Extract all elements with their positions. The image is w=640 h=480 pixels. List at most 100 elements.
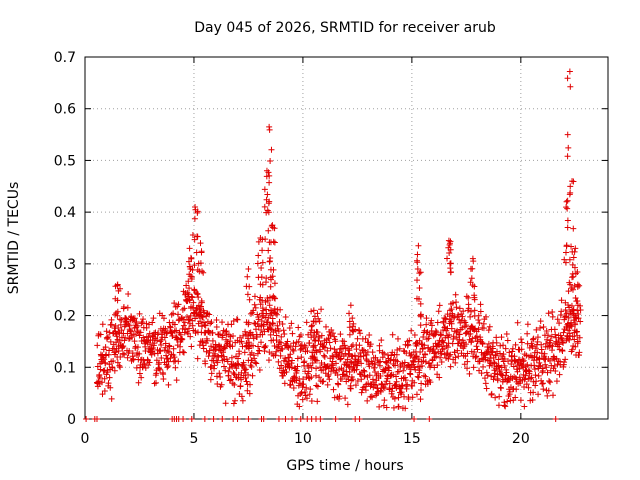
data-point — [187, 333, 194, 340]
data-point — [352, 326, 359, 333]
data-point — [245, 345, 252, 352]
data-point — [377, 372, 384, 379]
data-point — [577, 318, 584, 325]
data-point — [131, 317, 138, 324]
data-point — [332, 338, 339, 345]
data-point — [394, 358, 401, 365]
data-point — [264, 318, 271, 325]
data-point — [455, 312, 462, 319]
data-point — [311, 349, 318, 356]
data-point — [341, 342, 348, 349]
data-point — [447, 363, 454, 370]
data-point — [496, 393, 503, 400]
data-point — [386, 380, 393, 387]
data-point — [184, 289, 191, 296]
data-point — [314, 310, 321, 317]
data-point — [346, 318, 353, 325]
data-point — [258, 317, 265, 324]
data-point — [411, 416, 418, 422]
data-point — [230, 332, 237, 339]
data-point — [421, 372, 428, 379]
data-point — [364, 397, 371, 404]
data-point — [383, 359, 390, 366]
data-point — [260, 416, 267, 422]
data-point — [259, 259, 266, 266]
data-point — [498, 385, 505, 392]
data-point — [136, 332, 143, 339]
data-point — [250, 342, 257, 349]
data-point — [269, 315, 276, 322]
data-point — [436, 302, 443, 309]
data-point — [498, 364, 505, 371]
data-point — [534, 349, 541, 356]
data-point — [334, 371, 341, 378]
data-point — [277, 339, 284, 346]
data-point — [196, 310, 203, 317]
data-point — [325, 373, 332, 380]
data-point — [189, 322, 196, 329]
data-point — [532, 372, 539, 379]
data-point — [574, 283, 581, 290]
data-point — [268, 146, 275, 153]
data-point — [571, 264, 578, 271]
data-point — [164, 347, 171, 354]
data-point — [271, 294, 278, 301]
data-point — [253, 334, 260, 341]
data-point — [167, 355, 174, 362]
data-point — [376, 347, 383, 354]
data-point — [157, 338, 164, 345]
data-point — [352, 382, 359, 389]
data-point — [444, 344, 451, 351]
data-point — [255, 274, 262, 281]
data-point — [563, 204, 570, 211]
data-point — [561, 256, 568, 263]
data-point — [328, 327, 335, 334]
data-point — [386, 365, 393, 372]
data-point — [447, 260, 454, 267]
data-point — [453, 304, 460, 311]
data-point — [186, 316, 193, 323]
data-point — [464, 358, 471, 365]
data-point — [261, 203, 268, 210]
data-point — [435, 341, 442, 348]
data-point — [564, 205, 571, 212]
data-point — [243, 378, 250, 385]
data-point — [310, 333, 317, 340]
data-point — [317, 348, 324, 355]
data-point — [140, 334, 147, 341]
data-point — [102, 344, 109, 351]
data-point — [259, 281, 266, 288]
data-point — [198, 248, 205, 255]
data-point — [114, 281, 121, 288]
data-point — [551, 326, 558, 333]
data-point — [214, 359, 221, 366]
data-point — [175, 301, 182, 308]
data-point — [213, 317, 220, 324]
data-point — [330, 367, 337, 374]
data-point — [348, 343, 355, 350]
data-point — [440, 345, 447, 352]
data-point — [564, 153, 571, 160]
data-point — [267, 325, 274, 332]
data-point — [263, 196, 270, 203]
data-point — [366, 372, 373, 379]
data-point — [417, 387, 424, 394]
data-point — [362, 387, 369, 394]
data-point — [428, 362, 435, 369]
data-point — [552, 416, 559, 422]
data-point — [516, 374, 523, 381]
data-point — [108, 321, 115, 328]
data-point — [139, 364, 146, 371]
data-point — [444, 255, 451, 262]
data-point — [106, 374, 113, 381]
data-point — [290, 347, 297, 354]
data-point — [417, 300, 424, 307]
data-point — [252, 304, 259, 311]
data-point — [416, 270, 423, 277]
data-point — [263, 275, 270, 282]
data-point — [464, 365, 471, 372]
data-point — [227, 376, 234, 383]
x-tick-label: 10 — [294, 431, 312, 447]
data-point — [492, 394, 499, 401]
data-point — [172, 364, 179, 371]
